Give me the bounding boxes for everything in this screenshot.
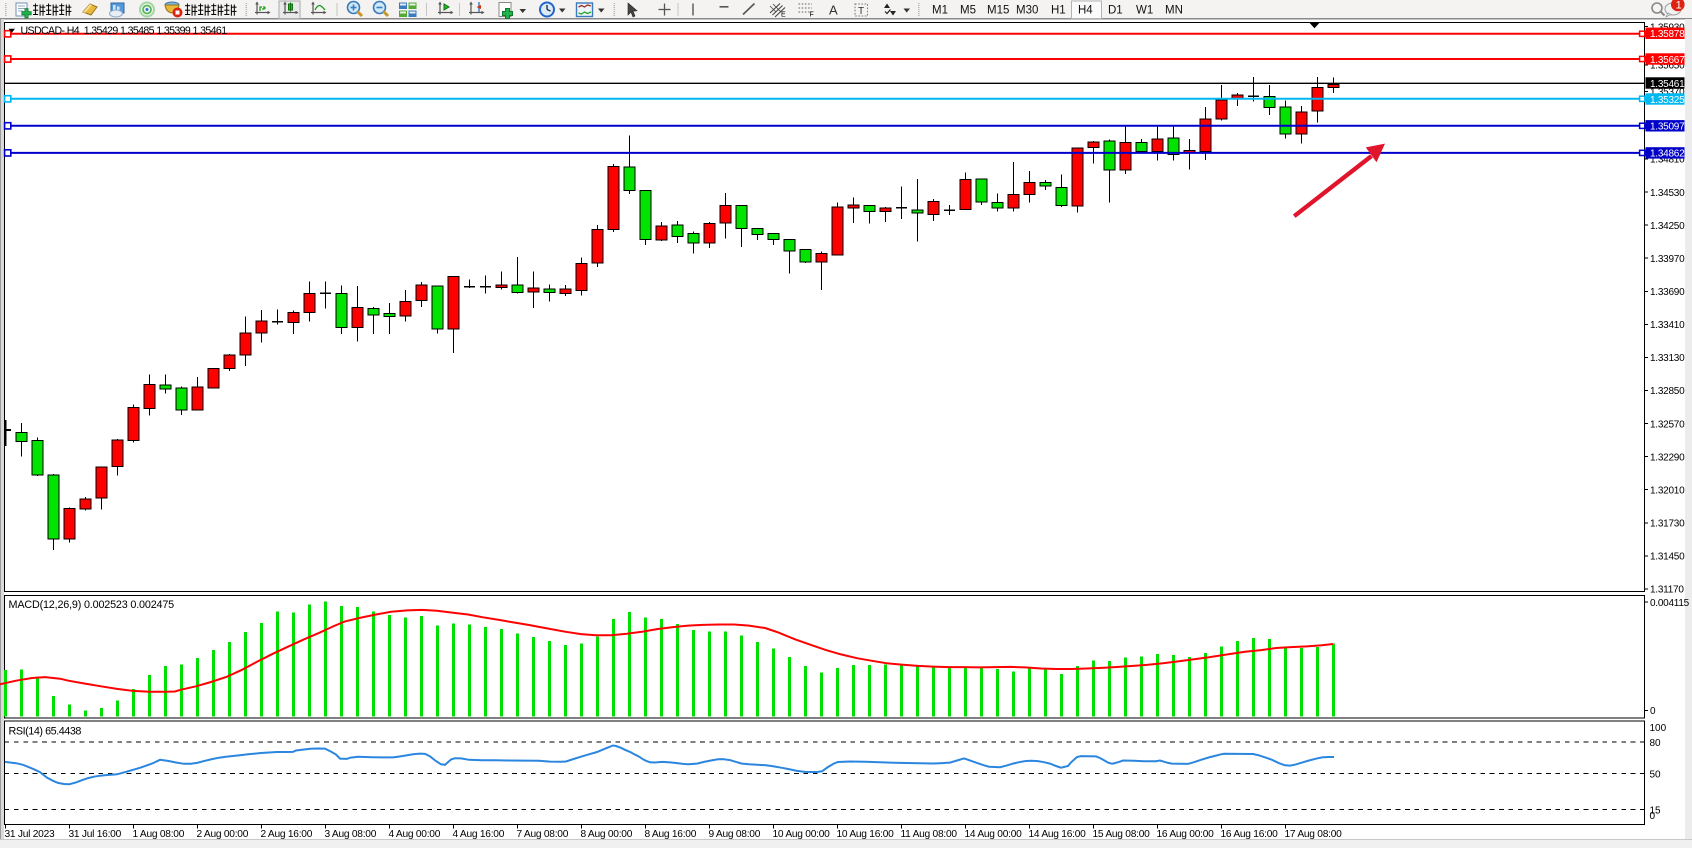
- svg-text:7 Aug 08:00: 7 Aug 08:00: [517, 829, 569, 840]
- svg-text:0: 0: [1650, 706, 1656, 717]
- svg-text:2 Aug 16:00: 2 Aug 16:00: [261, 829, 313, 840]
- svg-text:M30: M30: [1016, 5, 1038, 17]
- svg-text:15: 15: [1650, 805, 1662, 816]
- svg-text:4 Aug 00:00: 4 Aug 00:00: [389, 829, 441, 840]
- svg-text:16 Aug 00:00: 16 Aug 00:00: [1157, 829, 1215, 840]
- svg-text:10 Aug 00:00: 10 Aug 00:00: [773, 829, 831, 840]
- svg-text:1: 1: [1676, 0, 1682, 12]
- svg-text:1.31170: 1.31170: [1650, 585, 1684, 596]
- svg-text:1.35878: 1.35878: [1650, 29, 1685, 40]
- svg-text:8 Aug 16:00: 8 Aug 16:00: [645, 829, 697, 840]
- svg-text:1.35667: 1.35667: [1650, 55, 1685, 66]
- svg-text:T: T: [858, 6, 864, 17]
- svg-text:1.31730: 1.31730: [1650, 519, 1685, 530]
- svg-text:H1: H1: [1051, 5, 1066, 17]
- svg-text:MN: MN: [1165, 5, 1183, 17]
- svg-text:1.33970: 1.33970: [1650, 254, 1685, 265]
- svg-text:14 Aug 00:00: 14 Aug 00:00: [965, 829, 1023, 840]
- svg-text:1.32290: 1.32290: [1650, 452, 1685, 463]
- svg-text:1.35650: 1.35650: [1650, 61, 1685, 72]
- svg-text:1.35325: 1.35325: [1650, 95, 1685, 106]
- svg-text:M15: M15: [987, 5, 1009, 17]
- svg-text:50: 50: [1650, 770, 1662, 781]
- svg-text:3 Aug 08:00: 3 Aug 08:00: [325, 829, 377, 840]
- svg-text:9 Aug 08:00: 9 Aug 08:00: [709, 829, 761, 840]
- svg-text:H4: H4: [1078, 5, 1093, 17]
- svg-text:10 Aug 16:00: 10 Aug 16:00: [837, 829, 895, 840]
- svg-text:31 Jul 2023: 31 Jul 2023: [5, 829, 56, 840]
- svg-text:1.35097: 1.35097: [1650, 122, 1685, 133]
- svg-text:2 Aug 00:00: 2 Aug 00:00: [197, 829, 249, 840]
- svg-text:1.32850: 1.32850: [1650, 386, 1685, 397]
- svg-text:1.34862: 1.34862: [1650, 149, 1685, 160]
- svg-text:E: E: [781, 12, 786, 19]
- svg-text:1.35461: 1.35461: [1650, 79, 1685, 90]
- svg-text:100: 100: [1650, 723, 1667, 734]
- svg-text:1.33690: 1.33690: [1650, 287, 1685, 298]
- svg-text:M5: M5: [960, 5, 976, 17]
- svg-text:1.33410: 1.33410: [1650, 320, 1685, 331]
- svg-text:31 Jul 16:00: 31 Jul 16:00: [69, 829, 122, 840]
- svg-text:D1: D1: [1108, 5, 1123, 17]
- svg-text:1.34250: 1.34250: [1650, 221, 1685, 232]
- svg-text:0.004115: 0.004115: [1650, 598, 1690, 609]
- svg-text:1.35370: 1.35370: [1650, 87, 1685, 98]
- svg-text:14 Aug 16:00: 14 Aug 16:00: [1029, 829, 1087, 840]
- svg-text:M1: M1: [932, 5, 948, 17]
- svg-text:4 Aug 16:00: 4 Aug 16:00: [453, 829, 505, 840]
- svg-text:A: A: [829, 3, 838, 18]
- svg-text:1 Aug 08:00: 1 Aug 08:00: [133, 829, 185, 840]
- svg-text:F: F: [810, 12, 814, 19]
- svg-text:W1: W1: [1136, 5, 1153, 17]
- svg-text:RSI(14) 65.4438: RSI(14) 65.4438: [9, 726, 82, 738]
- svg-text:17 Aug 08:00: 17 Aug 08:00: [1285, 829, 1343, 840]
- svg-text:16 Aug 16:00: 16 Aug 16:00: [1221, 829, 1279, 840]
- svg-text:15 Aug 08:00: 15 Aug 08:00: [1093, 829, 1151, 840]
- svg-text:11 Aug 08:00: 11 Aug 08:00: [901, 829, 958, 840]
- svg-text:0: 0: [1650, 811, 1656, 822]
- svg-text:1.32010: 1.32010: [1650, 485, 1685, 496]
- svg-text:1.34810: 1.34810: [1650, 155, 1685, 166]
- svg-text:1.33130: 1.33130: [1650, 353, 1685, 364]
- svg-text:1.32570: 1.32570: [1650, 419, 1685, 430]
- svg-text:1.34530: 1.34530: [1650, 188, 1685, 199]
- svg-text:80: 80: [1650, 738, 1662, 749]
- svg-text:8 Aug 00:00: 8 Aug 00:00: [581, 829, 633, 840]
- svg-text:MACD(12,26,9) 0.002523 0.00247: MACD(12,26,9) 0.002523 0.002475: [9, 599, 175, 611]
- svg-text:1.31450: 1.31450: [1650, 552, 1685, 563]
- svg-text:USDCAD-.H4 1.35429 1.35485 1.: USDCAD-.H4 1.35429 1.35485 1.35399 1.354…: [21, 25, 228, 37]
